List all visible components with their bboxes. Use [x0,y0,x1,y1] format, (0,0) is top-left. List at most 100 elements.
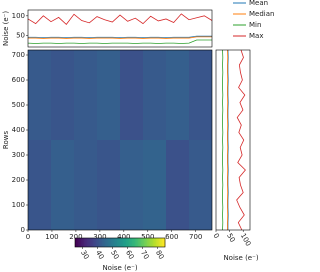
x-axis-label: Noise (e⁻) [223,254,258,262]
colorbar-swatch [159,238,161,247]
colorbar-swatch [132,238,134,247]
colorbar-swatch [147,238,149,247]
colorbar-swatch [154,238,157,247]
colorbar-frame [74,237,166,248]
colorbar-swatch [112,238,115,247]
colorbar-swatch [148,238,151,247]
colorbar-tick-label: 80 [154,249,165,261]
series-line [236,49,246,231]
colorbar-swatch [93,238,95,247]
colorbar-swatch [150,238,152,247]
heatmap-cell [74,140,97,230]
heatmap-cell [74,50,97,140]
x-tick-label: 50 [225,232,236,244]
y-tick-label: 300 [12,151,25,159]
y-axis-label: Rows [2,131,10,150]
heatmap-cell [51,50,74,140]
colorbar-swatch [126,238,128,247]
colorbar-swatch [160,238,163,247]
colorbar-swatch [111,238,113,247]
y-tick-label: 100 [12,12,25,20]
colorbar-swatch [102,238,104,247]
y-tick-label: 400 [12,126,25,134]
axes-frame [27,9,213,48]
colorbar-swatch [97,238,100,247]
x-tick-label: 0 [26,233,30,241]
chart: 0 100 200 300 400 500 600 700 0 100 200 300 400 500 60… [2,0,274,272]
legend-label: Max [249,32,263,40]
colorbar-swatch [100,238,103,247]
y-tick-label: 0 [21,226,25,234]
colorbar-swatch [156,238,158,247]
colorbar-swatch [78,238,80,247]
colorbar-swatch [81,238,83,247]
colorbar-swatch [85,238,88,247]
colorbar-swatch [136,238,139,247]
x-tick-label: 600 [165,233,178,241]
series-line [27,39,212,44]
colorbar-swatch [157,238,160,247]
colorbar-swatch [103,238,106,247]
colorbar-swatch [153,238,155,247]
heatmap-cell [120,140,143,230]
x-tick-label: 100 [239,232,253,248]
y-axis-label: Noise (e⁻) [2,11,10,46]
heatmap-cell [166,140,189,230]
colorbar-swatch [94,238,97,247]
colorbar-swatch [145,238,148,247]
heatmap-cell [51,140,74,230]
colorbar-swatch [135,238,137,247]
colorbar-swatch [121,238,124,247]
heatmap-cell [28,50,51,140]
y-tick-label: 100 [12,201,25,209]
colorbar-swatch [87,238,89,247]
colorbar-swatch [139,238,142,247]
colorbar-tick-label: 30 [79,249,90,261]
colorbar-swatch [124,238,127,247]
x-tick-label: 200 [69,233,82,241]
axes-frame [215,49,251,231]
colorbar-swatch [84,238,86,247]
heatmap-cell [143,50,166,140]
heatmap-cell [189,140,212,230]
legend-label: Min [249,21,261,29]
y-tick-label: 700 [12,51,25,59]
colorbar-swatch [88,238,91,247]
y-tick-label: 500 [12,101,25,109]
colorbar-swatch [99,238,101,247]
x-tick-label: 300 [93,233,106,241]
colorbar-swatch [129,238,131,247]
y-tick-label: 600 [12,76,25,84]
x-tick-label: 400 [117,233,130,241]
colorbar-swatch [90,238,92,247]
heatmap-cell [166,50,189,140]
colorbar-swatch [105,238,107,247]
colorbar-tick-label: 60 [124,249,135,261]
colorbar-swatch [115,238,118,247]
colorbar-swatch [130,238,133,247]
y-tick-label: 50 [16,31,25,39]
legend-label: Median [249,10,274,18]
colorbar-label: Noise (e⁻) [102,264,137,272]
colorbar-swatch [162,238,164,247]
heatmap-cell [120,50,143,140]
colorbar-swatch [163,238,166,247]
series-line [28,35,212,39]
heatmap-cell [97,50,120,140]
colorbar-swatch [96,238,98,247]
colorbar-swatch [91,238,94,247]
colorbar-swatch [109,238,112,247]
heatmap-cell [28,140,51,230]
colorbar-swatch [108,238,110,247]
colorbar-swatch [76,238,79,247]
colorbar-swatch [138,238,140,247]
colorbar-swatch [141,238,143,247]
colorbar-tick-label: 50 [109,249,120,261]
colorbar-swatch [142,238,145,247]
colorbar-swatch [106,238,109,247]
y-tick-label: 200 [12,176,25,184]
colorbar-tick-label: 70 [139,249,150,261]
x-tick-label: 500 [141,233,154,241]
colorbar-swatch [79,238,82,247]
colorbar-swatch [82,238,85,247]
